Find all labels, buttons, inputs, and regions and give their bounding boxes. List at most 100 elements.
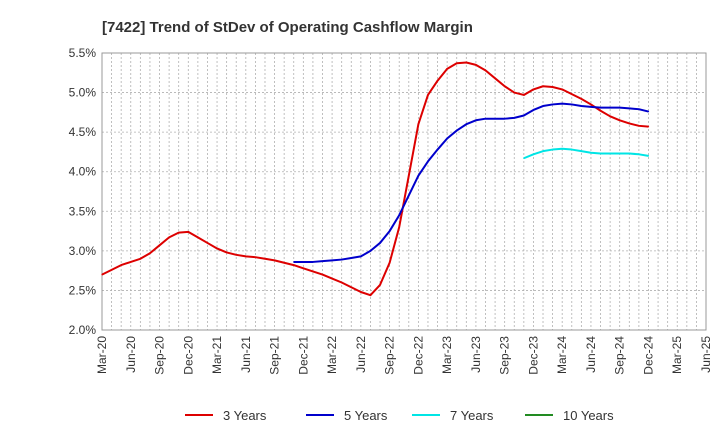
data-point <box>628 122 630 125</box>
data-point <box>321 274 324 276</box>
data-point <box>484 118 487 120</box>
data-point <box>226 251 228 254</box>
data-point <box>312 270 314 273</box>
x-tick-label: Mar-21 <box>210 336 224 374</box>
data-point <box>312 261 314 263</box>
data-point <box>101 274 103 276</box>
data-point <box>561 103 563 105</box>
data-point <box>523 94 525 96</box>
data-point <box>456 129 458 132</box>
data-point <box>293 261 295 263</box>
y-tick-label: 4.5% <box>69 125 97 139</box>
data-point <box>475 64 477 66</box>
data-point <box>561 148 563 150</box>
data-point <box>609 115 611 117</box>
legend-item: 10 Years <box>525 408 614 423</box>
x-tick-label: Jun-21 <box>239 336 253 373</box>
y-tick-label: 2.0% <box>69 323 97 337</box>
data-point <box>465 123 467 125</box>
data-point <box>638 153 640 155</box>
data-point <box>254 256 256 258</box>
chart-title: [7422] Trend of StDev of Operating Cashf… <box>102 19 473 36</box>
data-point <box>465 61 467 64</box>
data-point <box>494 77 496 79</box>
x-tick-label: Jun-22 <box>354 336 368 373</box>
data-point <box>273 259 276 261</box>
data-point <box>235 254 237 256</box>
legend-label: 5 Years <box>344 408 388 423</box>
data-point <box>619 107 621 109</box>
data-point <box>408 175 410 177</box>
data-point <box>341 258 343 261</box>
data-point <box>542 150 544 152</box>
data-point <box>331 259 333 261</box>
data-point <box>599 107 602 109</box>
data-point <box>158 244 161 246</box>
series-line <box>523 147 649 160</box>
data-point <box>494 118 496 120</box>
data-point <box>302 267 304 269</box>
data-point <box>110 269 113 271</box>
data-point <box>369 250 372 252</box>
data-point <box>283 262 285 264</box>
x-tick-label: Dec-21 <box>296 336 310 375</box>
data-point <box>599 152 602 155</box>
data-point <box>609 107 611 109</box>
plot-frame <box>101 52 707 331</box>
data-point <box>427 160 429 163</box>
legend-item: 7 Years <box>412 408 494 423</box>
data-point <box>552 148 554 151</box>
data-point <box>599 110 602 112</box>
horizontal-grid <box>102 92 706 291</box>
data-point <box>341 281 343 284</box>
data-point <box>647 155 650 157</box>
series-line <box>293 102 649 263</box>
data-point <box>638 108 640 110</box>
data-point <box>475 119 477 121</box>
data-point <box>484 69 487 72</box>
data-point <box>398 226 400 228</box>
x-tick-label: Sep-24 <box>613 336 627 375</box>
data-point <box>264 258 266 260</box>
x-tick-label: Sep-23 <box>498 336 512 375</box>
x-tick-label: Dec-24 <box>641 336 655 375</box>
data-point <box>321 260 324 262</box>
legend-item: 3 Years <box>185 408 267 423</box>
data-point <box>542 105 544 107</box>
x-tick-label: Jun-20 <box>124 336 138 373</box>
x-tick-label: Sep-20 <box>153 336 167 375</box>
series-0 <box>101 61 650 297</box>
data-point <box>590 152 592 154</box>
data-point <box>187 231 189 233</box>
data-point <box>504 118 506 120</box>
data-point <box>580 105 582 107</box>
y-tick-label: 4.0% <box>69 165 97 179</box>
data-point <box>216 247 218 250</box>
data-point <box>647 126 650 128</box>
data-point <box>417 175 419 177</box>
data-point <box>504 85 506 87</box>
x-tick-label: Dec-22 <box>411 336 425 375</box>
x-tick-label: Jun-24 <box>584 336 598 373</box>
x-axis-ticks: Mar-20 Jun-20 Sep-20 Dec-20 Mar-21 Jun-21 Sep-… <box>95 336 713 375</box>
data-point <box>197 236 199 239</box>
data-point <box>523 157 525 159</box>
data-point <box>628 107 630 109</box>
data-point <box>561 88 563 91</box>
y-tick-label: 3.0% <box>69 244 97 258</box>
data-point <box>398 214 400 216</box>
x-tick-label: Jun-25 <box>699 336 713 373</box>
data-point <box>609 152 611 155</box>
data-point <box>532 109 535 111</box>
plot-area <box>102 53 706 330</box>
data-point <box>523 114 525 117</box>
data-point <box>293 264 295 266</box>
series-2 <box>523 147 650 160</box>
data-point <box>350 286 352 288</box>
data-point <box>379 242 381 244</box>
x-tick-label: Dec-23 <box>526 336 540 375</box>
data-point <box>532 88 535 91</box>
data-point <box>427 94 429 96</box>
data-point <box>331 277 333 280</box>
data-point <box>532 153 535 155</box>
